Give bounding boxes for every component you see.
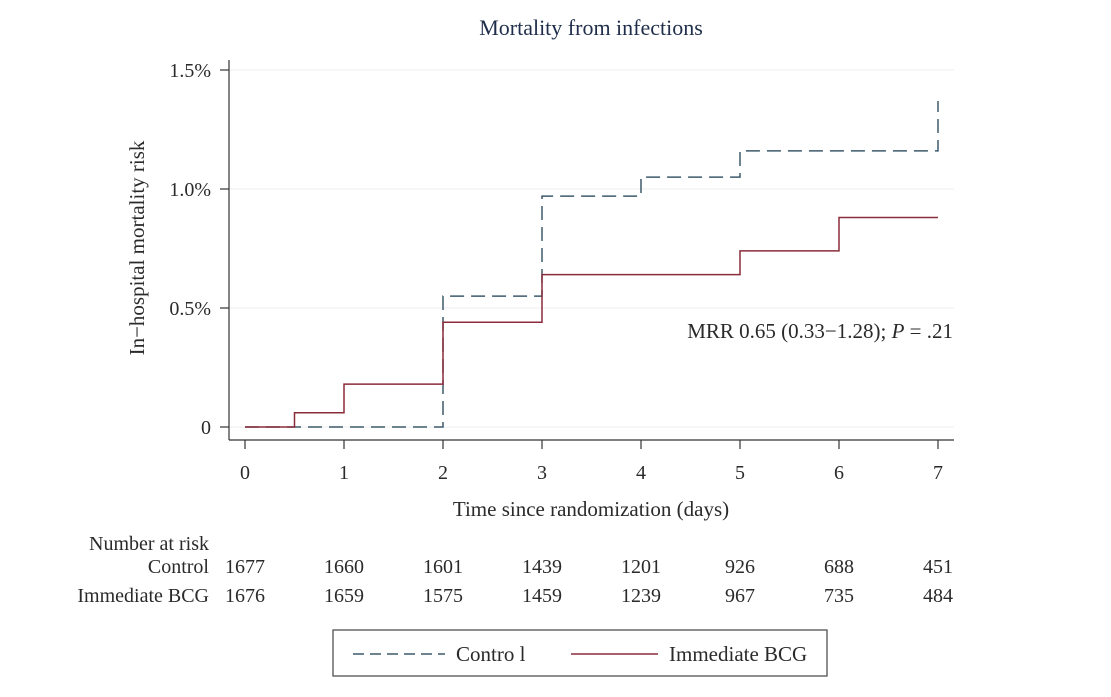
y-tick-label-0: 0 xyxy=(201,417,211,439)
x-tick-label-3: 3 xyxy=(537,462,547,484)
y-axis-label: In−hospital mortality risk xyxy=(125,140,149,355)
x-tick-label-1: 1 xyxy=(339,462,349,484)
risk-row-label-1: Immediate BCG xyxy=(77,585,209,607)
risk-value-1-0: 1676 xyxy=(225,585,265,607)
risk-value-1-4: 1239 xyxy=(621,585,661,607)
risk-value-0-7: 451 xyxy=(923,556,953,578)
risk-value-0-2: 1601 xyxy=(423,556,463,578)
legend-box xyxy=(332,629,828,677)
legend-control-label: Contro l xyxy=(456,642,526,666)
mrr-annotation-suffix: = .21 xyxy=(904,319,953,343)
mrr-annotation: MRR 0.65 (0.33−1.28); P = .21 xyxy=(687,319,953,343)
series-line-immediate-bcg xyxy=(245,216,938,428)
x-tick-label-7: 7 xyxy=(933,462,943,484)
risk-value-1-5: 967 xyxy=(725,585,755,607)
x-tick-label-0: 0 xyxy=(240,462,250,484)
mrr-annotation-p: P xyxy=(891,319,905,343)
y-tick-label-3: 1.5% xyxy=(169,60,211,82)
risk-value-0-5: 926 xyxy=(725,556,755,578)
risk-row-label-0: Control xyxy=(148,556,210,578)
x-tick-label-6: 6 xyxy=(834,462,844,484)
risk-value-0-6: 688 xyxy=(824,556,854,578)
risk-value-0-1: 1660 xyxy=(324,556,364,578)
risk-value-0-3: 1439 xyxy=(522,556,562,578)
series-group xyxy=(245,100,939,428)
risk-value-1-1: 1659 xyxy=(324,585,364,607)
x-tick-label-5: 5 xyxy=(735,462,745,484)
risk-value-0-4: 1201 xyxy=(621,556,661,578)
y-tick-label-1: 0.5% xyxy=(169,298,211,320)
y-tick-label-2: 1.0% xyxy=(169,179,211,201)
gridlines xyxy=(229,69,954,428)
x-tick-label-4: 4 xyxy=(636,462,646,484)
risk-table: Control 1677 1660 1601 1439 1201 926 688 451 Imme… xyxy=(77,556,953,607)
x-tick-label-2: 2 xyxy=(438,462,448,484)
risk-value-1-2: 1575 xyxy=(423,585,463,607)
mrr-annotation-prefix: MRR 0.65 (0.33−1.28); xyxy=(687,319,891,343)
legend-bcg-label: Immediate BCG xyxy=(669,642,807,666)
x-axis-label: Time since randomization (days) xyxy=(453,497,729,521)
risk-value-1-7: 484 xyxy=(923,585,953,607)
risk-value-0-0: 1677 xyxy=(225,556,265,578)
y-ticks: 0 0.5% 1.0% 1.5% xyxy=(169,60,229,439)
x-ticks: 0 1 2 3 4 5 6 7 xyxy=(240,440,943,484)
risk-value-1-6: 735 xyxy=(824,585,854,607)
series-line-control xyxy=(245,100,939,428)
risk-table-header: Number at risk xyxy=(89,533,209,555)
risk-value-1-3: 1459 xyxy=(522,585,562,607)
chart-title: Mortality from infections xyxy=(479,15,703,40)
